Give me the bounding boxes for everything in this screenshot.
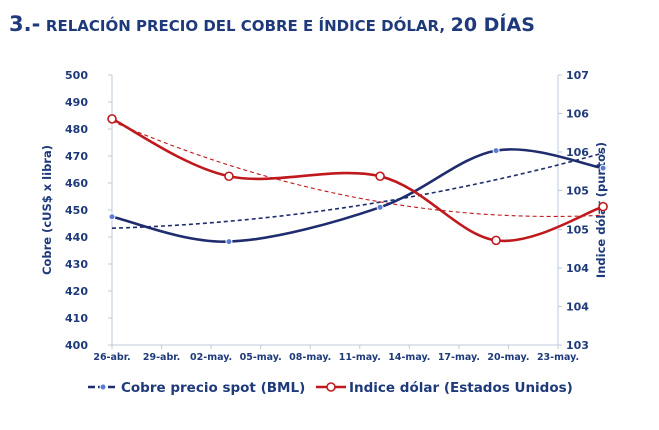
y-left-tick-label: 480 [65,123,88,136]
data-point [108,213,116,221]
series-line [110,117,605,243]
trend-lines [111,120,604,230]
legend-label: Cobre precio spot (BML) [121,380,305,396]
y-right-tick-label: 104 [566,301,589,314]
series-trend-line [111,120,604,218]
y-right-tick-label: 105 [566,184,589,197]
data-point [224,171,234,182]
x-tick-label: 08-may. [289,352,331,363]
title-suffix: 20 DÍAS [450,14,535,36]
legend-label: Indice dólar (Estados Unidos) [349,380,573,396]
x-tick-label: 20-may. [487,352,529,363]
x-tick-label: 26-abr. [93,352,130,363]
y-right-tick-label: 107 [566,69,589,82]
chart-title: 3.- RELACIÓN PRECIO DEL COBRE E ÍNDICE D… [9,12,535,36]
data-point [225,238,233,246]
legend-swatch-marker [326,382,336,392]
data-point [107,114,117,124]
y-right-tick-label: 104 [566,262,589,275]
data-point [491,235,501,246]
y-left-tick-label: 450 [65,204,88,217]
series-lines [110,117,605,243]
data-point [375,171,385,182]
y-left-tick-label: 440 [65,231,88,244]
data-point [599,164,607,172]
legend: Cobre precio spot (BML) Indice dólar (Est… [88,380,573,396]
y-left-axis-label: Cobre (cUS$ x libra) [40,145,54,275]
x-tick-label: 14-may. [388,352,430,363]
data-point [598,201,608,212]
title-number: 3.- [9,12,41,36]
title-main: RELACIÓN PRECIO DEL COBRE E ÍNDICE DÓLAR… [45,17,446,35]
x-tick-label: 05-may. [240,352,282,363]
y-left-tick-label: 400 [65,339,88,352]
y-right-tick-label: 105 [566,224,589,237]
y-left-tick-label: 410 [65,312,88,325]
y-right-tick-label: 103 [566,339,589,352]
chart-axes: 400 410 420 430 440 450 460 470 480 490 500 103 104 1… [40,69,608,363]
series-markers [107,114,608,246]
data-point [376,203,384,211]
y-left-tick-label: 470 [65,150,88,163]
y-right-tick-label: 106 [566,107,589,120]
legend-swatch-marker [99,383,107,391]
y-left-tick-label: 490 [65,96,88,109]
x-tick-label: 29-abr. [143,352,180,363]
y-left-tick-label: 500 [65,69,88,82]
x-tick-label: 02-may. [190,352,232,363]
data-point [492,147,500,155]
series-trend-line [111,152,604,230]
y-left-tick-label: 430 [65,258,88,271]
y-right-tick-label: 106 [566,146,589,159]
x-tick-label: 17-may. [438,352,480,363]
x-tick-label: 23-may. [537,352,579,363]
y-left-tick-label: 460 [65,177,88,190]
x-tick-label: 11-may. [339,352,381,363]
series-line [110,148,605,243]
y-left-tick-label: 420 [65,285,88,298]
